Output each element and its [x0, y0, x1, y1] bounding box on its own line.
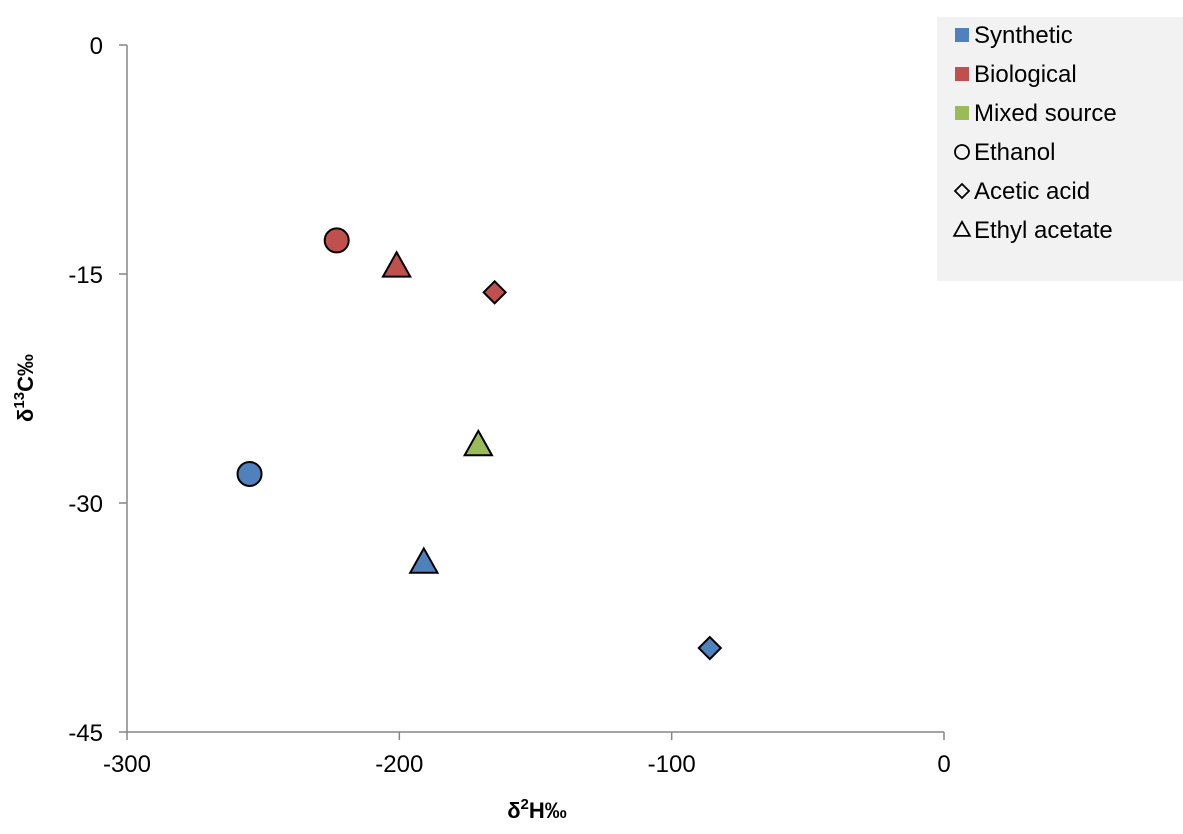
point-mixed-source-ethyl-acetate — [462, 428, 494, 457]
x-tick-label: -200 — [375, 751, 423, 778]
legend-circle-icon — [954, 144, 970, 160]
legend-label-ethyl-acetate: Ethyl acetate — [974, 217, 1113, 244]
legend-label-synthetic: Synthetic — [974, 22, 1073, 49]
data-points — [236, 227, 723, 661]
point-synthetic-acetic-acid — [697, 635, 723, 661]
x-tick-label: -100 — [648, 751, 696, 778]
point-synthetic-ethyl-acetate — [408, 546, 440, 574]
tick-labels: -300 -200 -100 0 0 -15 -30 -45 — [68, 33, 950, 778]
y-tick-label: -15 — [68, 262, 103, 289]
legend-label-biological: Biological — [974, 61, 1077, 88]
y-axis-title: δ13C‰ — [11, 354, 38, 422]
x-axis-title: δ2H‰ — [507, 796, 567, 823]
y-tick-label: 0 — [90, 33, 103, 60]
legend: Synthetic Biological Mixed source Ethanol Ac… — [937, 17, 1183, 281]
y-tick-label: -45 — [68, 720, 103, 747]
legend-label-mixed-source: Mixed source — [974, 100, 1117, 127]
point-biological-acetic-acid — [482, 279, 508, 305]
ticks — [119, 44, 945, 740]
point-biological-ethyl-acetate — [381, 250, 412, 278]
legend-label-ethanol: Ethanol — [974, 139, 1055, 166]
legend-swatch-mixed-source — [955, 106, 969, 120]
y-tick-label: -30 — [68, 491, 103, 518]
legend-background — [937, 17, 1183, 281]
legend-swatch-synthetic — [955, 28, 969, 42]
axes — [126, 45, 944, 733]
legend-label-acetic-acid: Acetic acid — [974, 178, 1090, 205]
legend-triangle-icon — [952, 220, 972, 237]
x-tick-label: 0 — [937, 751, 950, 778]
x-tick-label: -300 — [103, 751, 151, 778]
point-synthetic-ethanol — [236, 460, 263, 487]
legend-swatch-biological — [955, 67, 969, 81]
legend-diamond-icon — [953, 182, 971, 200]
point-biological-ethanol — [323, 227, 350, 254]
